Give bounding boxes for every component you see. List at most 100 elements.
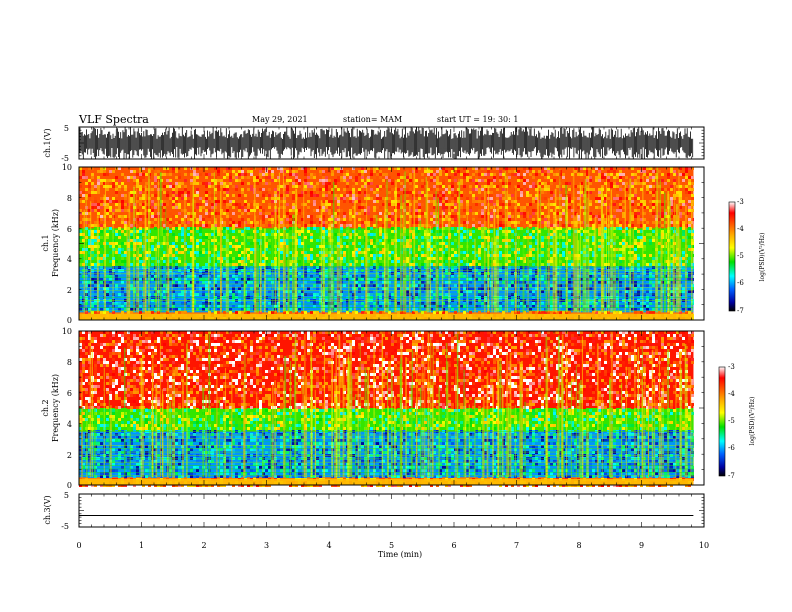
spectrogram-cell [451,242,454,245]
spectrogram-cell [91,293,94,296]
spectrogram-cell [556,239,559,242]
spectrogram-cell [292,209,295,212]
spectrogram-cell [550,236,553,239]
spectrogram-cell [634,293,637,296]
spectrogram-cell [229,275,232,278]
spectrogram-cell [115,209,118,212]
spectrogram-cell [151,203,154,206]
spectrogram-cell [598,206,601,209]
spectrogram-cell [511,170,514,173]
spectrogram-cell [463,191,466,194]
spectrogram-cell [166,170,169,173]
spectrogram-cell [319,173,322,176]
spectrogram-cell [355,230,358,233]
spectrogram-cell [100,275,103,278]
spectrogram-cell [325,254,328,257]
spectrogram-cell [463,251,466,254]
spectrogram-cell [406,239,409,242]
spectrogram-cell [334,293,337,296]
spectrogram-cell [241,191,244,194]
spectrogram-cell [529,257,532,260]
spectrogram-cell [499,263,502,266]
spectrogram-cell [451,194,454,197]
spectrogram-cell [421,242,424,245]
spectrogram-cell [229,224,232,227]
spectrogram-cell [568,257,571,260]
spectrogram-cell [172,191,175,194]
spectrogram-cell [343,251,346,254]
spectrogram-cell [211,284,214,287]
spectrogram-cell [241,233,244,236]
spectrogram-cell [502,191,505,194]
spectrogram-cell [310,239,313,242]
spectrogram-cell [442,209,445,212]
spectrogram-cell [601,176,604,179]
spectrogram-cell [415,182,418,185]
spectrogram-cell [271,170,274,173]
spectrogram-cell [298,263,301,266]
spectrogram-cell [430,167,433,170]
spectrogram-cell [625,188,628,191]
spectrogram-cell [163,206,166,209]
spectrogram-cell [520,287,523,290]
spectrogram-cell [124,293,127,296]
spectrogram-cell [400,188,403,191]
spectrogram-cell [139,218,142,221]
spectrogram-cell [337,194,340,197]
spectrogram-cell [343,179,346,182]
spectrogram-cell [442,194,445,197]
spectrogram-cell [511,221,514,224]
spectrogram-cell [112,182,115,185]
spectrogram-cell [604,197,607,200]
spectrogram-cell [616,263,619,266]
spectrogram-cell [670,245,673,248]
spectrogram-cell [106,200,109,203]
spectrogram-cell [376,167,379,170]
spectrogram-cell [379,239,382,242]
spectrogram-cell [166,221,169,224]
spectrogram-cell [349,233,352,236]
spectrogram-cell [118,203,121,206]
spectrogram-cell [604,263,607,266]
spectrogram-cell [115,200,118,203]
spectrogram-cell [199,173,202,176]
spectrogram-cell [580,167,583,170]
spectrogram-cell [94,254,97,257]
spectrogram-cell [640,203,643,206]
spectrogram-cell [310,185,313,188]
spectrogram-cell [100,170,103,173]
spectrogram-cell [196,173,199,176]
spectrogram-cell [91,185,94,188]
spectrogram-cell [262,233,265,236]
spectrogram-cell [91,191,94,194]
spectrogram-cell [472,251,475,254]
spectrogram-cell [169,185,172,188]
spectrogram-cell [211,224,214,227]
spectrogram-cell [310,257,313,260]
spectrogram-cell [541,185,544,188]
spectrogram-cell [286,212,289,215]
spectrogram-cell [652,203,655,206]
spectrogram-cell [475,185,478,188]
spectrogram-cell [559,233,562,236]
spectrogram-cell [496,176,499,179]
spectrogram-cell [145,182,148,185]
spectrogram-cell [352,197,355,200]
spectrogram-cell [424,167,427,170]
spectrogram-cell [256,191,259,194]
spectrogram-cell [544,191,547,194]
spectrogram-cell [232,263,235,266]
spectrogram-cell [100,224,103,227]
spectrogram-cell [376,197,379,200]
spectrogram-cell [592,287,595,290]
spectrogram-cell [622,254,625,257]
spectrogram-cell [499,194,502,197]
spectrogram-cell [685,185,688,188]
spectrogram-cell [598,290,601,293]
spectrogram-cell [388,188,391,191]
spectrogram-cell [325,182,328,185]
spectrogram-cell [562,197,565,200]
spectrogram-cell [472,239,475,242]
spectrogram-cell [292,206,295,209]
spectrogram-cell [685,173,688,176]
